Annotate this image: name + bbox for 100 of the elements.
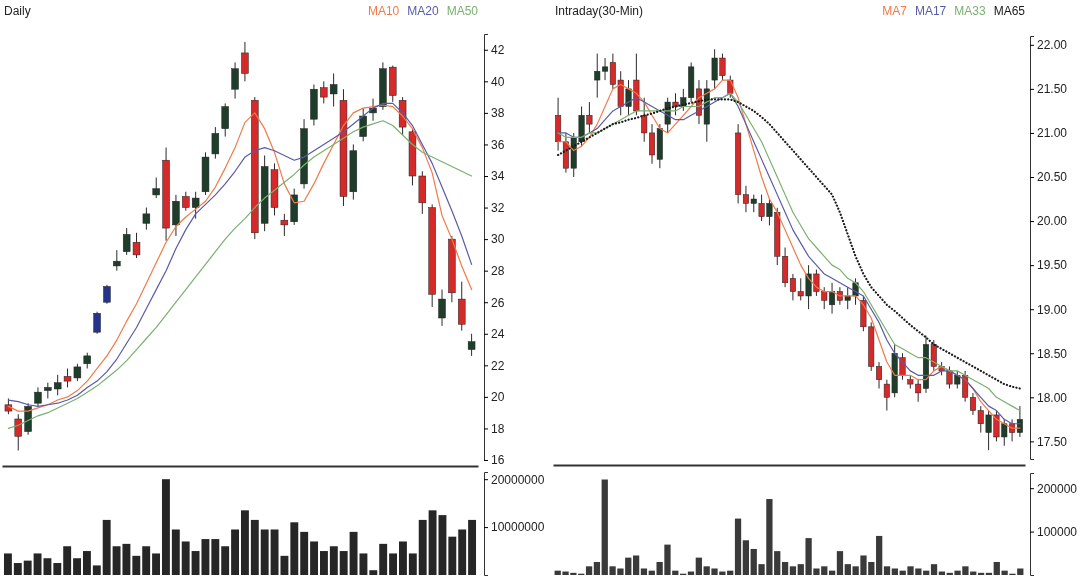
y-tick-label: 20000000 [491,472,545,487]
candlestick [191,191,200,220]
bar [63,546,72,575]
y-tick-label: 18 [491,421,505,436]
bar [369,570,378,575]
text: MA20 [407,4,439,18]
bar [640,568,648,575]
bar [300,531,309,575]
bar [290,522,299,575]
bar [836,551,844,575]
candlestick [113,249,121,272]
text: MA50 [446,4,479,18]
bar [632,555,640,575]
text: MA10 [367,4,400,18]
bar [102,519,111,575]
bar [379,543,388,575]
bar [82,551,91,575]
y-tick-label: 18.50 [1037,346,1068,361]
bar [142,546,151,575]
bar [844,564,851,575]
y-tick-label: 20 [491,390,505,405]
bar [389,553,398,575]
candlestick [369,98,377,122]
bar [3,553,12,575]
candlestick [93,311,101,335]
bar [458,529,467,575]
bar [339,551,348,575]
y-tick-label: 20.00 [1037,214,1068,229]
candlestick [231,61,239,100]
bar [260,529,269,575]
y-tick-label: 38 [491,106,505,121]
candlestick [438,289,446,327]
bar [310,541,319,575]
bar [132,555,141,575]
y-tick-label: 32 [491,200,505,215]
bar [734,518,742,575]
candlestick [34,386,42,407]
bar [250,519,259,575]
bar [221,546,230,575]
candlestick [359,107,367,142]
bar [468,519,477,575]
candlestick [14,413,22,452]
candlestick [241,41,249,82]
candlestick [211,126,220,160]
candlestick [1016,405,1023,438]
bar [231,529,240,575]
y-tick-label: 21.00 [1037,126,1068,141]
bar [408,553,417,575]
bar [448,536,457,575]
bar [181,541,190,575]
candlestick [182,191,190,212]
chart-title: Daily [4,4,31,18]
bar [23,560,32,575]
bar [695,557,702,575]
bar [211,539,220,575]
bar [418,519,427,575]
bar [883,566,891,575]
candlestick [152,177,160,199]
y-tick-label: 22 [491,358,505,373]
y-tick-label: 40 [491,74,505,89]
bar [930,564,938,575]
candlestick [53,374,62,396]
candlestick [103,284,111,305]
bar [152,553,161,575]
bar [593,561,601,575]
y-tick-label: 17.50 [1037,434,1068,449]
bar [742,540,750,575]
bar [329,546,338,575]
bar [876,535,883,575]
y-tick-label: 21.50 [1037,82,1068,97]
y-tick-label: 100000 [1037,524,1078,539]
candlestick [280,213,289,237]
candlestick [329,72,338,108]
bar [240,510,249,575]
bar [161,479,170,575]
y-tick-label: 10000000 [491,520,545,535]
y-tick-label: 18.00 [1037,390,1068,405]
bar [171,529,180,575]
bar [789,566,797,575]
bar [319,551,328,575]
y-tick-label: 30 [491,232,505,247]
text: MA65 [993,4,1026,18]
candlestick [320,80,328,104]
bar [92,565,101,575]
y-tick-label: 34 [491,169,505,184]
candlestick [172,194,180,237]
y-tick-label: 20.50 [1037,170,1068,185]
candlestick [467,333,476,357]
bar [53,563,62,575]
text: MA33 [954,4,986,18]
y-tick-label: 24 [491,327,505,342]
y-tick-label: 16 [491,453,505,468]
y-tick-label: 26 [491,295,505,310]
bar [399,541,407,575]
candlestick [142,207,151,231]
y-tick-label: 42 [491,43,505,58]
candlestick [221,102,229,138]
text: MA7 [882,4,908,18]
bar [781,561,789,575]
y-tick-label: 200000 [1037,481,1078,496]
